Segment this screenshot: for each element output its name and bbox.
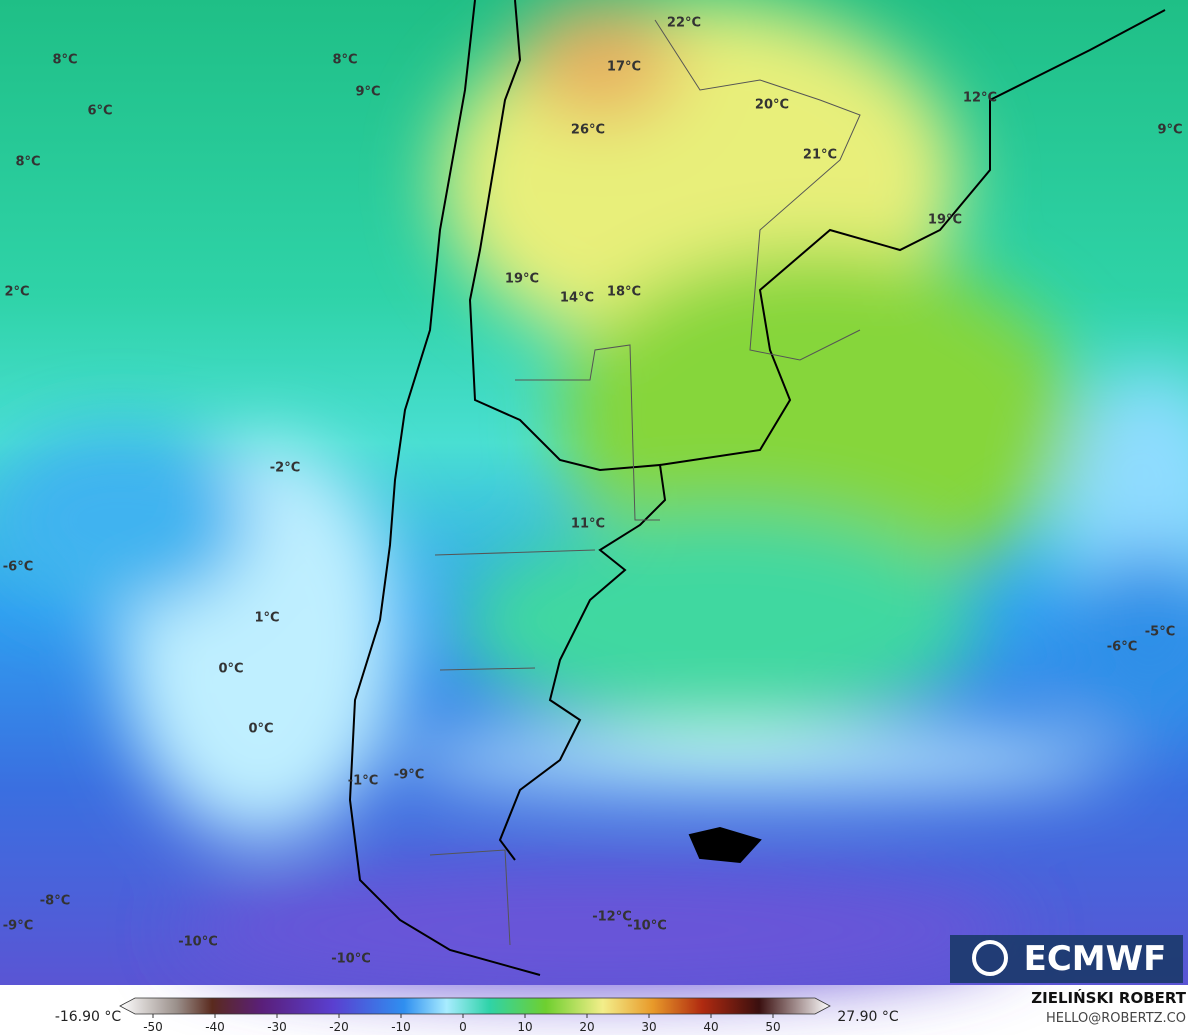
colorbar-tick-label: 30 xyxy=(641,1020,656,1034)
map-labels: 8°C 8°C 9°C 6°C 8°C 2°C 22°C 17°C 20°C 12°C 9°C 26°… xyxy=(3,16,1183,967)
temperature-label: -10°C xyxy=(627,919,667,934)
coastlines xyxy=(348,0,1166,976)
logo-box: ECMWF xyxy=(950,935,1183,983)
temperature-label: 8°C xyxy=(332,53,357,68)
temperature-label: -9°C xyxy=(3,919,33,934)
colorbar-tick-label: 10 xyxy=(517,1020,532,1034)
temperature-field xyxy=(0,0,1188,990)
temperature-label: -5°C xyxy=(1145,625,1175,640)
colorbar-tick-label: 40 xyxy=(703,1020,718,1034)
temperature-label: -6°C xyxy=(3,560,33,575)
logo-text: ECMWF xyxy=(1024,939,1167,979)
credit-author: ZIELIŃSKI ROBERT xyxy=(1031,988,1186,1007)
temperature-label: -2°C xyxy=(270,461,300,476)
temperature-label: 22°C xyxy=(667,16,701,31)
temperature-label: 2°C xyxy=(4,285,29,300)
temperature-label: 18°C xyxy=(607,285,641,300)
temperature-label: 9°C xyxy=(355,85,380,100)
colorbar-tick-label: 20 xyxy=(579,1020,594,1034)
temperature-label: 0°C xyxy=(218,662,243,677)
temperature-label: 11°C xyxy=(571,517,605,532)
colorbar-tick-label: 0 xyxy=(459,1020,467,1034)
temperature-label: 19°C xyxy=(505,272,539,287)
temperature-label: -12°C xyxy=(592,910,632,925)
colorbar-tick-label: -40 xyxy=(205,1020,225,1034)
temperature-label: 1°C xyxy=(254,611,279,626)
temperature-label: -10°C xyxy=(331,952,371,967)
colorbar-min: -16.90 °C xyxy=(55,1009,122,1025)
temperature-label: -9°C xyxy=(394,768,424,783)
colorbar-ticks: -50 -40 -30 -20 -10 0 10 20 30 40 50 xyxy=(143,1014,781,1034)
colorbar-tick-label: -50 xyxy=(143,1020,163,1034)
temperature-label: -6°C xyxy=(1107,640,1137,655)
colorbar: -16.90 °C 27.90 °C -50 -40 -30 -20 -10 0 10 20 3… xyxy=(55,997,899,1034)
colorbar-tick-label: 50 xyxy=(765,1020,780,1034)
temperature-label: -8°C xyxy=(40,894,70,909)
temperature-label: 0°C xyxy=(248,722,273,737)
temperature-label: 8°C xyxy=(15,155,40,170)
colorbar-tick-label: -10 xyxy=(391,1020,411,1034)
temperature-label: -10°C xyxy=(178,935,218,950)
colorbar-tick-label: -30 xyxy=(267,1020,287,1034)
temperature-label: 20°C xyxy=(755,98,789,113)
temperature-label: 14°C xyxy=(560,291,594,306)
credit-contact: HELLO@ROBERTZ.CO xyxy=(1046,1011,1186,1026)
borders xyxy=(429,19,861,946)
temperature-label: 17°C xyxy=(607,60,641,75)
temperature-label: 26°C xyxy=(571,123,605,138)
temperature-label: 9°C xyxy=(1157,123,1182,138)
colorbar-tick-label: -20 xyxy=(329,1020,349,1034)
temperature-label: 21°C xyxy=(803,148,837,163)
temperature-label: -1°C xyxy=(348,774,378,789)
colorbar-max: 27.90 °C xyxy=(837,1009,899,1025)
temperature-label: 6°C xyxy=(87,104,112,119)
temperature-label: 12°C xyxy=(963,91,997,106)
temperature-label: 19°C xyxy=(928,213,962,228)
temperature-label: 8°C xyxy=(52,53,77,68)
